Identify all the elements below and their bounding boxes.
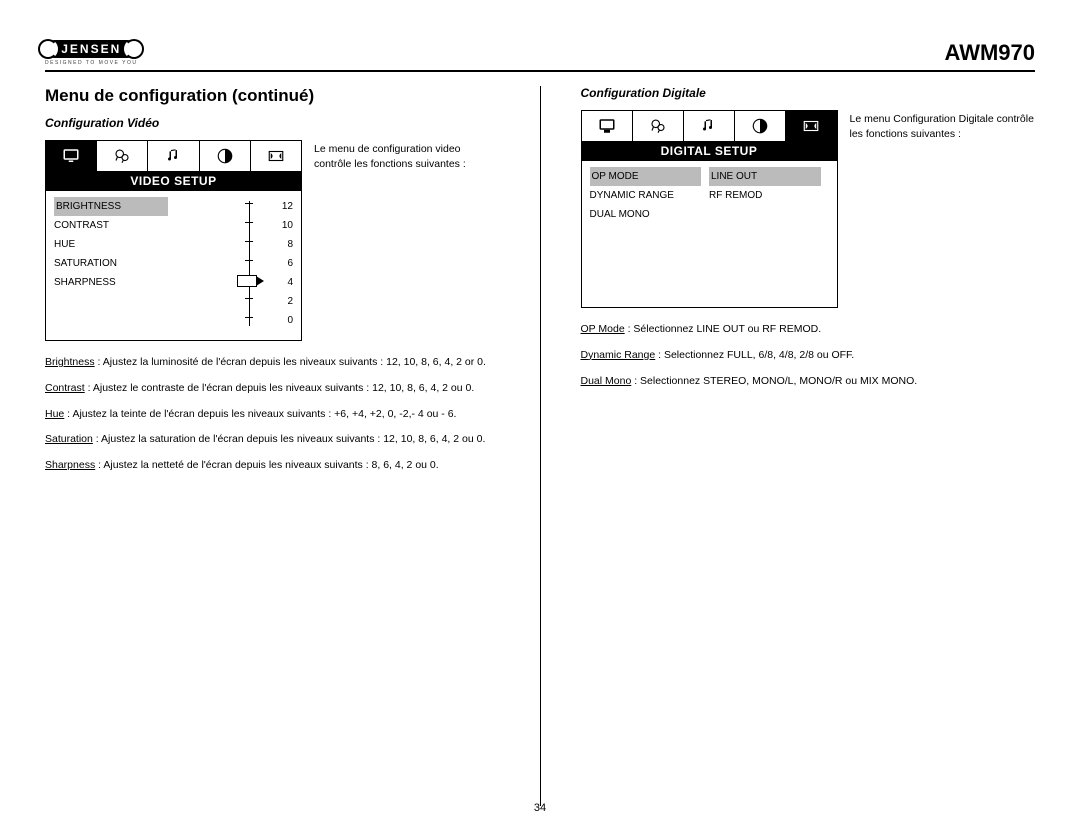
desc-hue: Hue : Ajustez la teinte de l'écran depui…	[45, 407, 500, 423]
digital-item: OP MODE	[590, 167, 702, 186]
video-scale: 12 10 8 6 4 2 0	[265, 197, 293, 330]
digital-item: LINE OUT	[709, 167, 821, 186]
desc-dynrange: Dynamic Range : Selectionnez FULL, 6/8, …	[581, 348, 1036, 364]
scale-value: 8	[265, 235, 293, 254]
digital-item: DUAL MONO	[590, 205, 710, 224]
video-setup-body: BRIGHTNESS CONTRAST HUE SATURATION SHARP…	[46, 191, 301, 340]
model-number: AWM970	[945, 40, 1035, 66]
video-slider	[235, 197, 265, 330]
digital-icon-bar	[582, 111, 837, 141]
video-subtitle: Configuration Vidéo	[45, 116, 500, 130]
desc-saturation: Saturation : Ajustez la saturation de l'…	[45, 432, 500, 448]
video-setup-label: VIDEO SETUP	[46, 171, 301, 191]
scale-value: 10	[265, 216, 293, 235]
monitor-icon	[582, 111, 633, 141]
digital-caption: Le menu Configuration Digitale contrôle …	[850, 110, 1036, 141]
dolby-icon	[251, 141, 301, 171]
digital-col-1: OP MODE DYNAMIC RANGE DUAL MONO	[590, 167, 710, 297]
desc-brightness: Brightness : Ajustez la luminosité de l'…	[45, 355, 500, 371]
section-title: Menu de configuration (continué)	[45, 86, 500, 106]
video-item: SATURATION	[54, 254, 235, 273]
content-columns: Menu de configuration (continué) Configu…	[45, 86, 1035, 806]
video-icon-bar	[46, 141, 301, 171]
right-column: Configuration Digitale	[581, 86, 1036, 806]
desc-contrast: Contrast : Ajustez le contraste de l'écr…	[45, 381, 500, 397]
contrast-icon	[735, 111, 786, 141]
digital-item: DYNAMIC RANGE	[590, 186, 710, 205]
scale-value: 2	[265, 292, 293, 311]
video-setup-box: VIDEO SETUP BRIGHTNESS CONTRAST HUE SATU…	[45, 140, 302, 341]
page: JENSEN DESIGNED TO MOVE YOU AWM970 Menu …	[0, 0, 1080, 834]
slider-thumb-icon	[237, 275, 257, 287]
scale-value: 4	[265, 273, 293, 292]
video-item: BRIGHTNESS	[54, 197, 168, 216]
video-box-row: VIDEO SETUP BRIGHTNESS CONTRAST HUE SATU…	[45, 140, 500, 341]
digital-subtitle: Configuration Digitale	[581, 86, 1036, 100]
digital-box-row: DIGITAL SETUP OP MODE DYNAMIC RANGE DUAL…	[581, 110, 1036, 308]
digital-item: RF REMOD	[709, 186, 829, 205]
scale-value: 12	[265, 197, 293, 216]
page-header: JENSEN DESIGNED TO MOVE YOU AWM970	[45, 40, 1035, 72]
scale-value: 6	[265, 254, 293, 273]
speech-icon	[633, 111, 684, 141]
brand-tagline: DESIGNED TO MOVE YOU	[45, 60, 138, 66]
scale-value: 0	[265, 311, 293, 330]
speech-icon	[97, 141, 148, 171]
video-item: HUE	[54, 235, 235, 254]
contrast-icon	[200, 141, 251, 171]
left-column: Menu de configuration (continué) Configu…	[45, 86, 500, 806]
brand-logo: JENSEN DESIGNED TO MOVE YOU	[45, 40, 138, 66]
digital-setup-box: DIGITAL SETUP OP MODE DYNAMIC RANGE DUAL…	[581, 110, 838, 308]
video-item-list: BRIGHTNESS CONTRAST HUE SATURATION SHARP…	[54, 197, 235, 330]
brand-name: JENSEN	[46, 40, 136, 58]
digital-col-2: LINE OUT RF REMOD	[709, 167, 829, 297]
desc-dualmono: Dual Mono : Selectionnez STEREO, MONO/L,…	[581, 374, 1036, 390]
music-icon	[684, 111, 735, 141]
page-number: 34	[534, 802, 546, 814]
desc-opmode: OP Mode : Sélectionnez LINE OUT ou RF RE…	[581, 322, 1036, 338]
column-divider	[540, 86, 541, 806]
video-item: CONTRAST	[54, 216, 235, 235]
music-icon	[148, 141, 199, 171]
video-caption: Le menu de configuration video contrôle …	[314, 140, 500, 171]
monitor-icon	[46, 141, 97, 171]
digital-setup-label: DIGITAL SETUP	[582, 141, 837, 161]
digital-setup-body: OP MODE DYNAMIC RANGE DUAL MONO LINE OUT…	[582, 161, 837, 307]
dolby-icon	[786, 111, 836, 141]
desc-sharpness: Sharpness : Ajustez la netteté de l'écra…	[45, 458, 500, 474]
video-item: SHARPNESS	[54, 273, 235, 292]
